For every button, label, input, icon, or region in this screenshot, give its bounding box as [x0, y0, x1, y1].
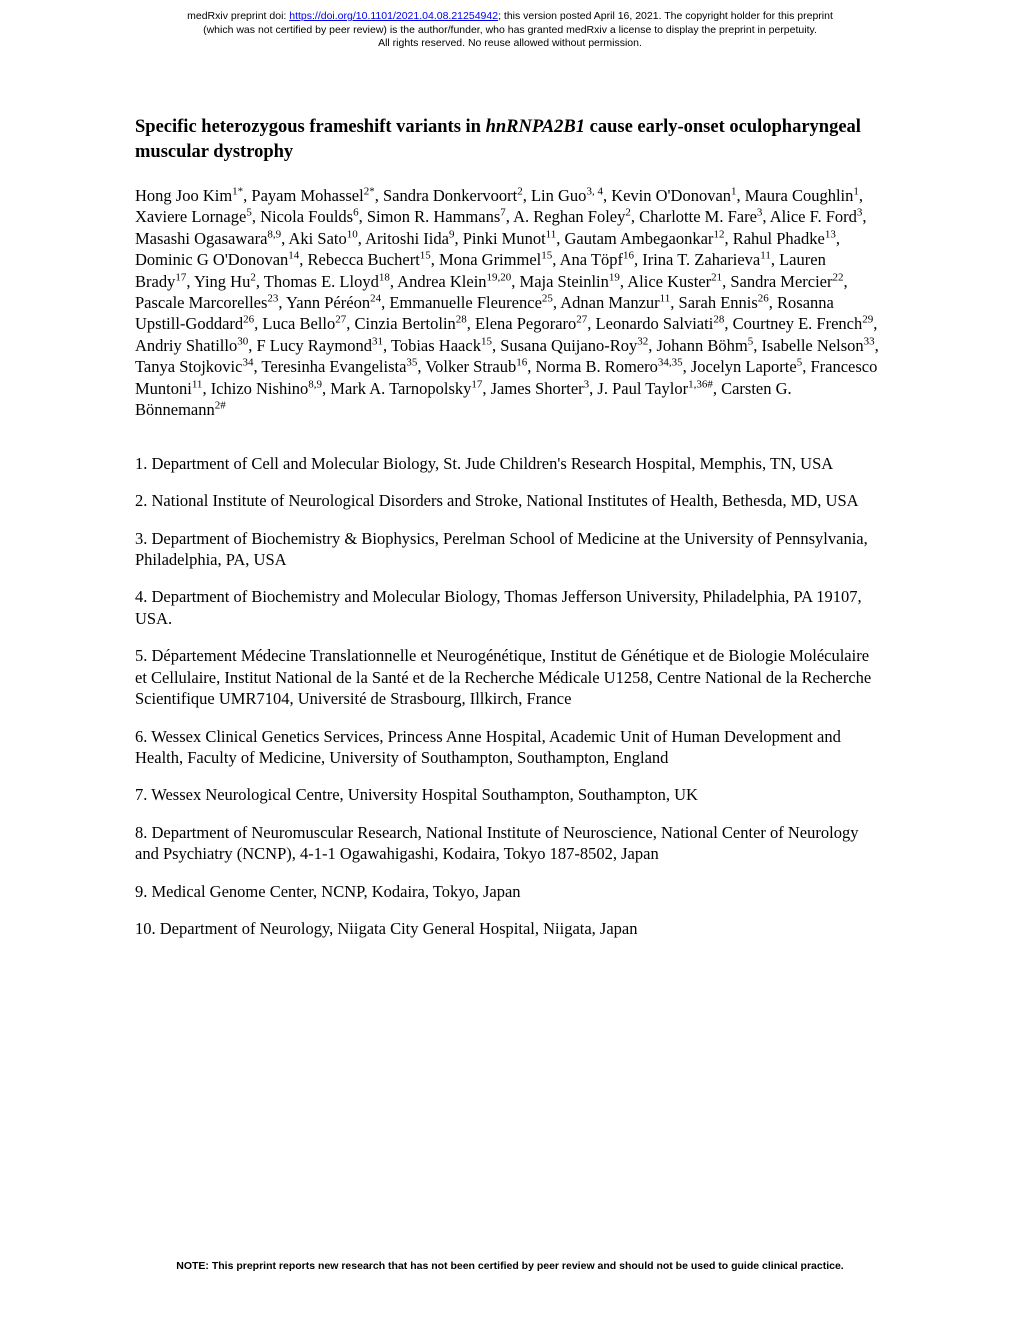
affiliation-item: 1. Department of Cell and Molecular Biol… [135, 453, 885, 474]
header-line1-suffix: ; this version posted April 16, 2021. Th… [498, 10, 833, 22]
affiliation-item: 8. Department of Neuromuscular Research,… [135, 822, 885, 865]
preprint-header: medRxiv preprint doi: https://doi.org/10… [0, 0, 1020, 55]
paper-title: Specific heterozygous frameshift variant… [135, 115, 885, 165]
footer-note: NOTE: This preprint reports new research… [0, 1260, 1020, 1272]
title-gene: hnRNPA2B1 [486, 117, 585, 137]
author-list: Hong Joo Kim1*, Payam Mohassel2*, Sandra… [135, 185, 885, 421]
doi-link[interactable]: https://doi.org/10.1101/2021.04.08.21254… [289, 10, 498, 22]
affiliation-item: 4. Department of Biochemistry and Molecu… [135, 586, 885, 629]
affiliation-item: 5. Département Médecine Translationnelle… [135, 645, 885, 709]
affiliation-item: 7. Wessex Neurological Centre, Universit… [135, 784, 885, 805]
affiliation-item: 6. Wessex Clinical Genetics Services, Pr… [135, 726, 885, 769]
affiliation-item: 3. Department of Biochemistry & Biophysi… [135, 528, 885, 571]
title-part1: Specific heterozygous frameshift variant… [135, 117, 486, 137]
affiliation-item: 9. Medical Genome Center, NCNP, Kodaira,… [135, 881, 885, 902]
affiliation-item: 10. Department of Neurology, Niigata Cit… [135, 918, 885, 939]
header-line3: All rights reserved. No reuse allowed wi… [378, 37, 642, 49]
header-line2: (which was not certified by peer review)… [203, 24, 817, 36]
affiliation-item: 2. National Institute of Neurological Di… [135, 490, 885, 511]
page: medRxiv preprint doi: https://doi.org/10… [0, 0, 1020, 1320]
header-line1-prefix: medRxiv preprint doi: [187, 10, 289, 22]
content: Specific heterozygous frameshift variant… [0, 55, 1020, 940]
affiliation-list: 1. Department of Cell and Molecular Biol… [135, 453, 885, 940]
